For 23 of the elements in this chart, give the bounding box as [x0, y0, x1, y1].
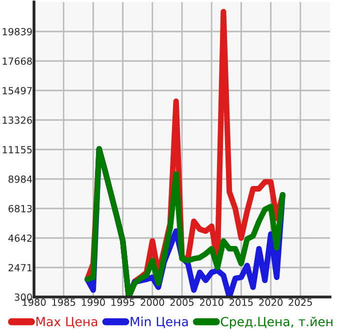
- y-tick-label: 17668: [2, 57, 32, 65]
- x-tick-label: 2000: [140, 298, 164, 306]
- y-tick-label: 2471: [8, 264, 32, 272]
- x-tick-label: 1980: [22, 298, 46, 306]
- y-tick-label: 6813: [8, 204, 32, 212]
- x-tick-label: 2010: [200, 298, 224, 306]
- x-tick-label: 2005: [170, 298, 194, 306]
- y-tick-label: 8984: [8, 175, 32, 183]
- y-tick-label: 4642: [8, 234, 32, 242]
- y-tick-label: 300: [14, 293, 32, 301]
- x-tick-label: 2020: [259, 298, 283, 306]
- x-tick-label: 1985: [52, 298, 76, 306]
- x-tick-label: 1995: [111, 298, 134, 306]
- y-tick-label: 13326: [2, 116, 32, 124]
- y-tick-label: 15497: [2, 86, 32, 94]
- x-tick-label: 1990: [82, 298, 105, 306]
- x-tick-label: 2015: [230, 298, 253, 306]
- legend-label: Сред.Цена, т.йен: [220, 316, 332, 329]
- y-tick-label: 11155: [2, 146, 32, 154]
- legend-label: Min Цена: [130, 316, 188, 328]
- y-tick-label: 19839: [2, 28, 32, 36]
- legend-label: Max Цена: [36, 317, 98, 328]
- x-tick-label: 2025: [288, 298, 312, 306]
